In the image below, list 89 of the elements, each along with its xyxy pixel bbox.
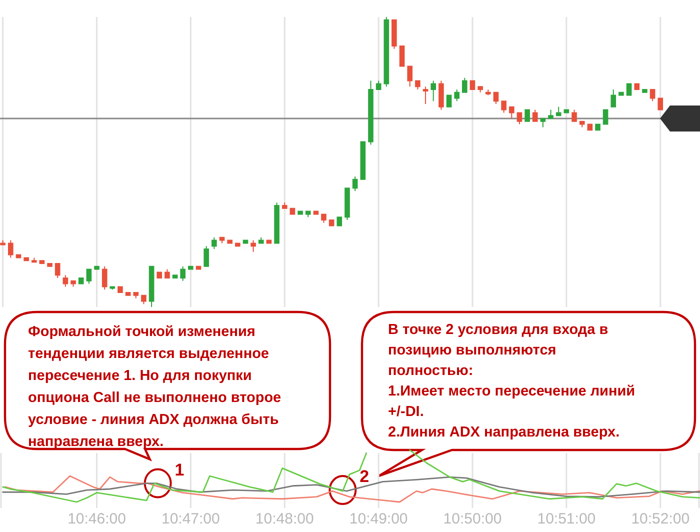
candlestick — [478, 86, 483, 93]
candlestick — [368, 80, 374, 146]
candlestick — [305, 210, 311, 218]
candlestick — [321, 214, 326, 224]
x-tick-label: 10:50:00 — [443, 510, 502, 528]
candlestick — [39, 260, 45, 264]
candlestick — [470, 80, 476, 90]
candlestick — [133, 292, 139, 299]
x-tick-label: 10:49:00 — [349, 510, 408, 528]
candlestick — [156, 272, 162, 278]
candlestick — [415, 80, 420, 90]
x-tick-label: 10:48:00 — [255, 510, 314, 528]
candlestick — [446, 94, 452, 108]
candlestick — [258, 236, 264, 244]
candlestick — [219, 236, 225, 244]
candlestick — [650, 89, 656, 102]
candlestick — [250, 240, 256, 252]
candlestick — [212, 236, 217, 250]
candlestick — [634, 83, 640, 90]
candlestick — [618, 92, 624, 96]
candlestick — [462, 77, 468, 93]
candlestick — [360, 141, 366, 180]
annotation: 2 — [360, 467, 370, 486]
candlestick — [235, 242, 240, 247]
candlestick — [407, 66, 413, 88]
candlestick — [70, 280, 76, 288]
candlestick — [454, 89, 460, 102]
candlestick — [532, 109, 538, 122]
candlestick — [642, 89, 648, 93]
candlestick — [438, 80, 444, 110]
candlestick — [508, 106, 514, 119]
candlestick — [540, 118, 546, 128]
candlestick — [164, 268, 170, 278]
candlestick — [62, 274, 68, 288]
candlestick — [188, 266, 194, 270]
candlestick — [290, 208, 296, 215]
candlestick — [336, 216, 342, 226]
candlestick — [47, 263, 52, 267]
candlestick — [422, 86, 428, 104]
candlestick — [282, 202, 288, 209]
candlestick — [392, 19, 397, 50]
candlestick — [86, 268, 92, 284]
candlestick — [328, 220, 334, 226]
candlestick — [54, 263, 60, 278]
x-tick-label: 10:46:00 — [68, 510, 126, 528]
candlestick — [384, 16, 390, 88]
candlestick — [572, 109, 577, 122]
candlestick — [376, 80, 382, 90]
candlestick — [516, 112, 522, 125]
candlestick — [602, 109, 608, 125]
candlestick — [94, 266, 100, 270]
x-tick-label: 10:52:00 — [631, 510, 690, 528]
candlestick — [399, 46, 405, 67]
candlestick — [430, 80, 436, 102]
candlestick — [125, 292, 131, 296]
candlestick — [626, 83, 632, 96]
candlestick — [78, 278, 84, 284]
candlestick — [658, 98, 664, 110]
candlestick — [148, 266, 154, 308]
x-tick-label: 10:51:00 — [537, 510, 596, 528]
candlestick — [485, 89, 491, 96]
candlestick — [118, 286, 123, 293]
annotation: 1 — [174, 460, 184, 480]
candlestick — [172, 274, 178, 278]
candlestick — [595, 124, 600, 131]
candlestick — [548, 109, 554, 119]
candlestick — [110, 286, 116, 290]
candlestick — [24, 257, 29, 262]
candlestick — [274, 202, 280, 244]
candlestick — [610, 89, 616, 108]
candlestick — [102, 266, 108, 290]
candlestick — [587, 124, 593, 131]
candlestick — [579, 120, 585, 128]
candlestick — [556, 106, 562, 116]
candlestick — [196, 266, 202, 270]
candlestick — [352, 176, 358, 192]
candlestick — [501, 100, 506, 114]
text: В точке 2 условия для входа в позицию выполняются полностью: 1.Имеет место пересечение линий +/-DI. 2.Линия ADX направлена вверх. — [388, 322, 636, 440]
candlestick — [204, 246, 209, 267]
candlestick — [524, 109, 530, 122]
candlestick — [344, 188, 350, 220]
candlestick — [141, 294, 146, 305]
candlestick — [298, 210, 303, 215]
candlestick — [8, 240, 14, 258]
x-tick-label: 10:47:00 — [161, 510, 220, 528]
annotation: Формальной точкой изменения тенденции является выделенное пересечение 1. Но для покупки опциона Call не выполнено второе условие - линия ADX должна быть направлена вверх. — [28, 324, 282, 450]
candlestick — [227, 240, 232, 244]
candlestick — [180, 266, 186, 282]
candlestick — [493, 92, 499, 104]
